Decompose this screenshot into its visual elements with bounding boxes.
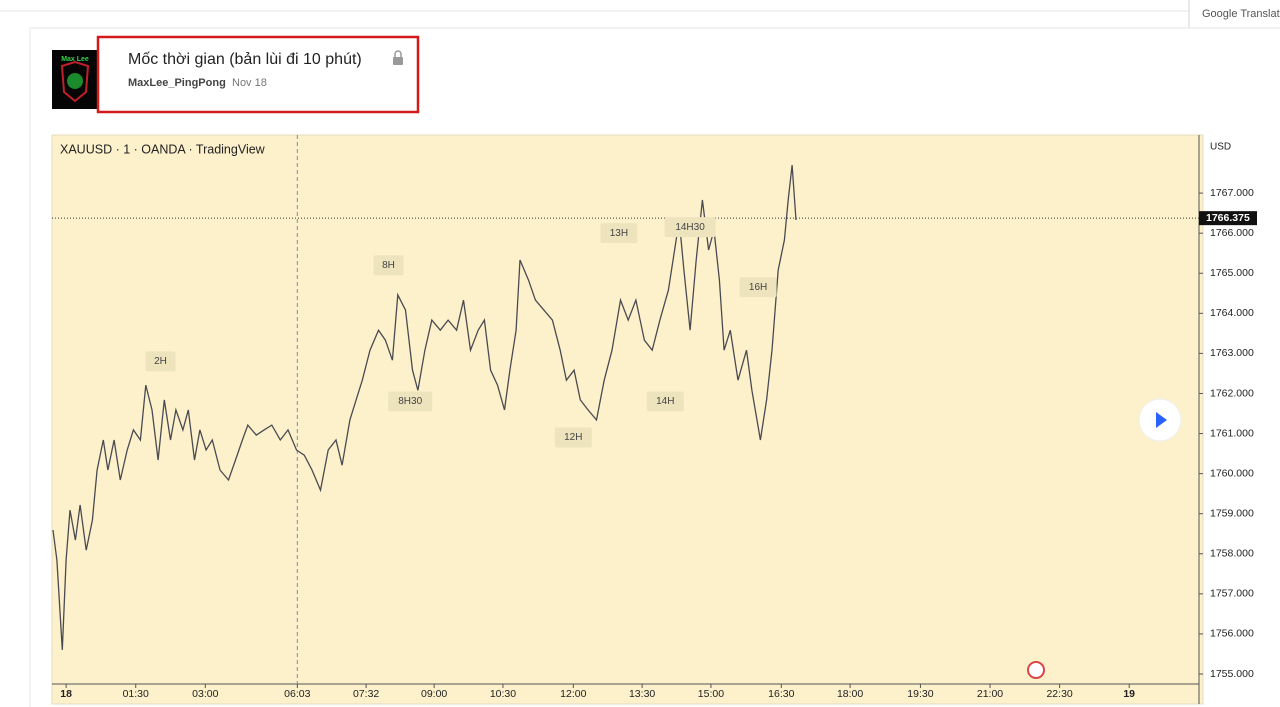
chart-area — [51, 134, 1204, 705]
y-tick-label: 1761.000 — [1210, 427, 1254, 439]
y-axis-label: USD — [1210, 142, 1231, 153]
annotation-label: 8H30 — [398, 396, 422, 407]
post-title: Mốc thời gian (bản lùi đi 10 phút) — [128, 51, 362, 68]
y-tick-label: 1759.000 — [1210, 507, 1254, 519]
y-tick-label: 1763.000 — [1210, 347, 1254, 359]
y-tick-label: 1758.000 — [1210, 548, 1254, 560]
x-tick-label: 19 — [1123, 688, 1135, 700]
avatar-text: Max Lee — [61, 56, 89, 63]
x-tick-label: 18:00 — [837, 688, 863, 700]
annotation-box — [600, 223, 638, 244]
y-tick-label: 1760.000 — [1210, 467, 1254, 479]
y-tick-label: 1762.000 — [1210, 387, 1254, 399]
annotation-label: 2H — [154, 356, 167, 367]
y-tick-label: 1756.000 — [1210, 628, 1254, 640]
x-tick-label: 09:00 — [421, 688, 447, 700]
annotation-box — [145, 351, 176, 372]
annotation-label: 8H — [382, 260, 395, 271]
x-tick-label: 19:30 — [907, 688, 933, 700]
annotation-label: 12H — [564, 432, 582, 443]
y-tick-label: 1765.000 — [1210, 267, 1254, 279]
annotation-box — [554, 427, 592, 448]
x-tick-label: 13:30 — [629, 688, 655, 700]
annotation-label: 14H30 — [675, 222, 705, 233]
annotation-box — [646, 391, 684, 412]
y-tick-label: 1764.000 — [1210, 307, 1254, 319]
x-tick-label: 01:30 — [123, 688, 149, 700]
annotation-label: 16H — [749, 282, 767, 293]
annotation-box — [373, 255, 404, 276]
event-flag[interactable] — [1027, 661, 1045, 679]
annotation-box — [388, 391, 433, 412]
x-tick-label: 07:32 — [353, 688, 379, 700]
x-tick-label: 16:30 — [768, 688, 794, 700]
author[interactable]: MaxLee_PingPong — [128, 77, 226, 89]
post-date: Nov 18 — [232, 77, 267, 89]
avatar-shield — [60, 60, 90, 103]
x-tick-label: 15:00 — [698, 688, 724, 700]
x-tick-label: 18 — [60, 688, 72, 700]
x-tick-label: 03:00 — [192, 688, 218, 700]
y-tick-label: 1767.000 — [1210, 187, 1254, 199]
price-line — [52, 165, 797, 650]
y-tick-label: 1757.000 — [1210, 588, 1254, 600]
x-tick-label: 12:00 — [560, 688, 586, 700]
annotation-label: 14H — [656, 396, 674, 407]
y-tick-label: 1766.000 — [1210, 227, 1254, 239]
annotation-label: 13H — [610, 228, 628, 239]
avatar-icon — [67, 73, 83, 89]
highlight-box — [96, 35, 420, 114]
x-tick-label: 06:03 — [284, 688, 310, 700]
x-tick-label: 22:30 — [1046, 688, 1072, 700]
chart-title: XAUUSD · 1 · OANDA · TradingView — [60, 142, 266, 156]
lock-icon — [393, 57, 403, 65]
annotation-box — [739, 277, 777, 298]
last-price-label: 1766.375 — [1206, 212, 1250, 224]
play-icon — [1156, 412, 1167, 428]
last-price-box — [1199, 211, 1257, 226]
x-tick-label: 10:30 — [490, 688, 516, 700]
x-tick-label: 21:00 — [977, 688, 1003, 700]
lock-shackle — [394, 50, 402, 57]
annotation-box — [664, 217, 716, 238]
translate-label: Google Translate — [1202, 8, 1280, 20]
y-tick-label: 1755.000 — [1210, 668, 1254, 680]
